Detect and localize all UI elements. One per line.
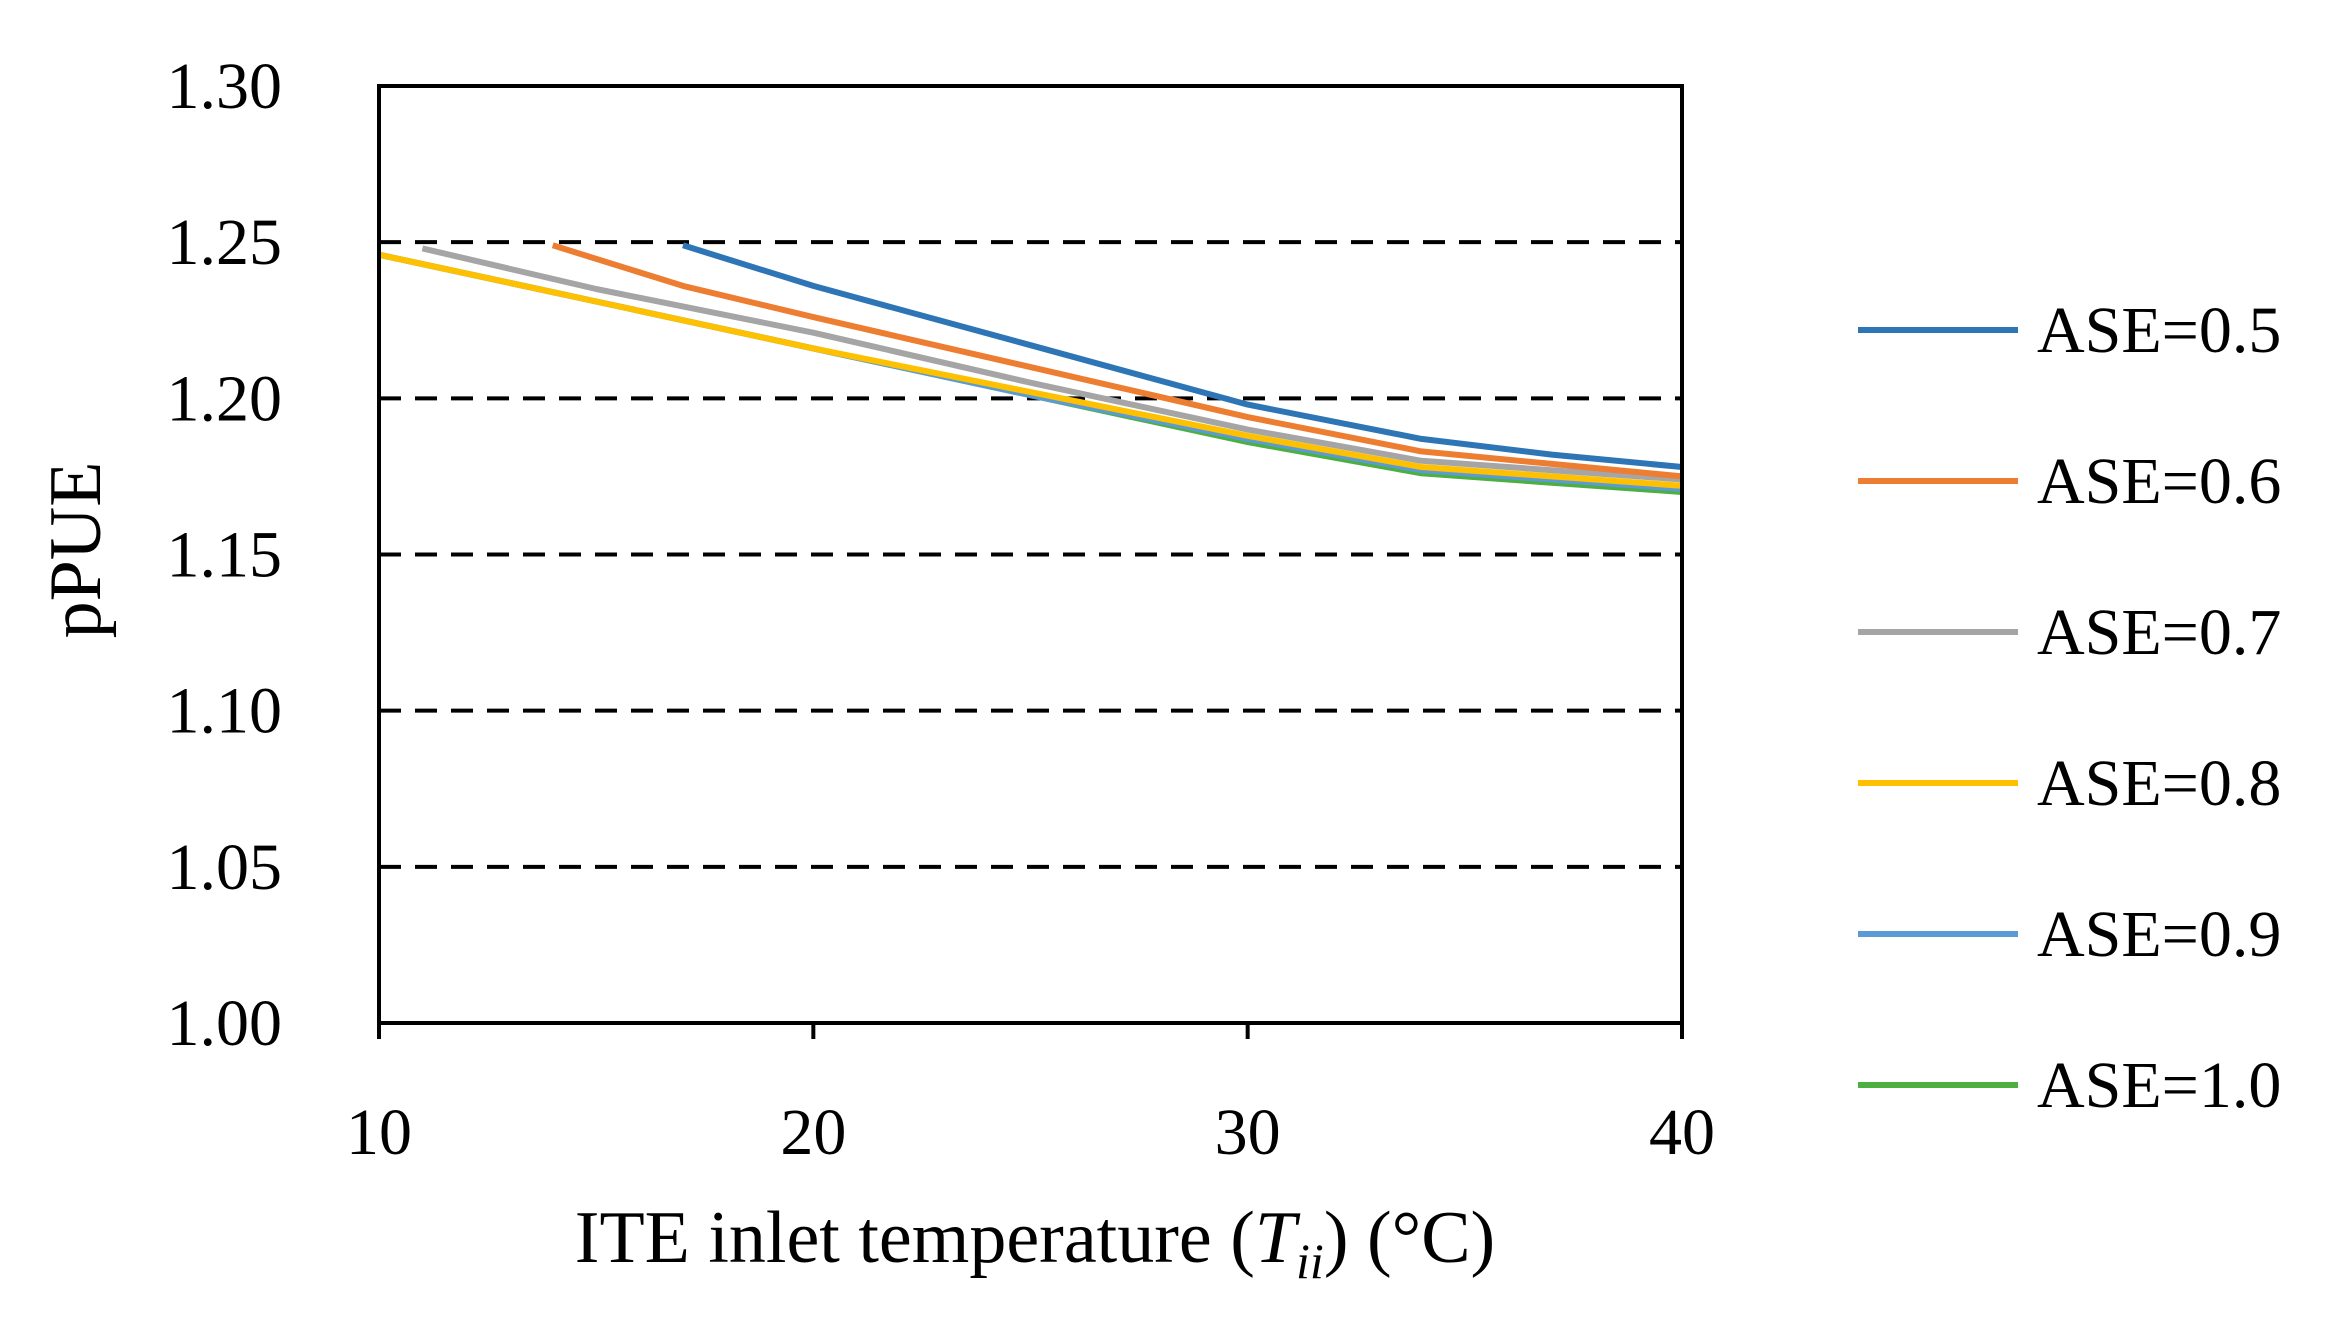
y-tick-label: 1.30 [167, 50, 283, 123]
legend-label: ASE=0.5 [2037, 294, 2281, 367]
series-lines [378, 242, 1683, 495]
series-line-ase-0-8 [378, 251, 1683, 489]
legend-label: ASE=0.7 [2037, 596, 2281, 669]
x-axis-title-prefix: ITE inlet temperature ( [575, 1197, 1255, 1279]
series-line-ase-0-7 [421, 245, 1683, 483]
grid-lines [379, 240, 1682, 869]
y-tick-label: 1.00 [167, 987, 283, 1060]
legend: ASE=0.5 ASE=0.6 ASE=0.7 ASE=0.8 ASE=0.9 ASE=1… [1858, 294, 2281, 1122]
x-axis-title-subscript: ii [1296, 1233, 1324, 1289]
legend-label: ASE=0.6 [2037, 445, 2281, 518]
legend-label: ASE=1.0 [2037, 1049, 2281, 1122]
x-tick-label: 10 [346, 1096, 412, 1169]
legend-label: ASE=0.9 [2037, 898, 2281, 971]
x-axis-title: ITE inlet temperature (Tii) (°C) [575, 1197, 1495, 1289]
x-tick-label: 20 [780, 1096, 846, 1169]
y-tick-label: 1.25 [167, 206, 283, 279]
y-axis-title: pPUE [35, 462, 117, 639]
x-tick-label: 30 [1215, 1096, 1281, 1169]
series-line-ase-0-6 [551, 242, 1683, 480]
y-tick-label: 1.10 [167, 675, 283, 748]
x-axis-ticks: 10 20 30 40 [346, 1023, 1715, 1169]
plot-area-frame [377, 84, 1684, 1025]
y-tick-label: 1.05 [167, 831, 283, 904]
x-axis-title-symbol: T [1255, 1197, 1301, 1279]
legend-label: ASE=0.8 [2037, 747, 2281, 820]
x-axis-title-suffix: ) (°C) [1324, 1197, 1495, 1279]
series-line-ase-0-9 [378, 251, 1683, 492]
y-tick-label: 1.15 [167, 519, 283, 592]
x-tick-label: 40 [1649, 1096, 1715, 1169]
y-axis-ticks: 1.00 1.05 1.10 1.15 1.20 1.25 1.30 [167, 50, 283, 1060]
y-tick-label: 1.20 [167, 362, 283, 435]
series-line-ase-0-5 [682, 242, 1683, 470]
